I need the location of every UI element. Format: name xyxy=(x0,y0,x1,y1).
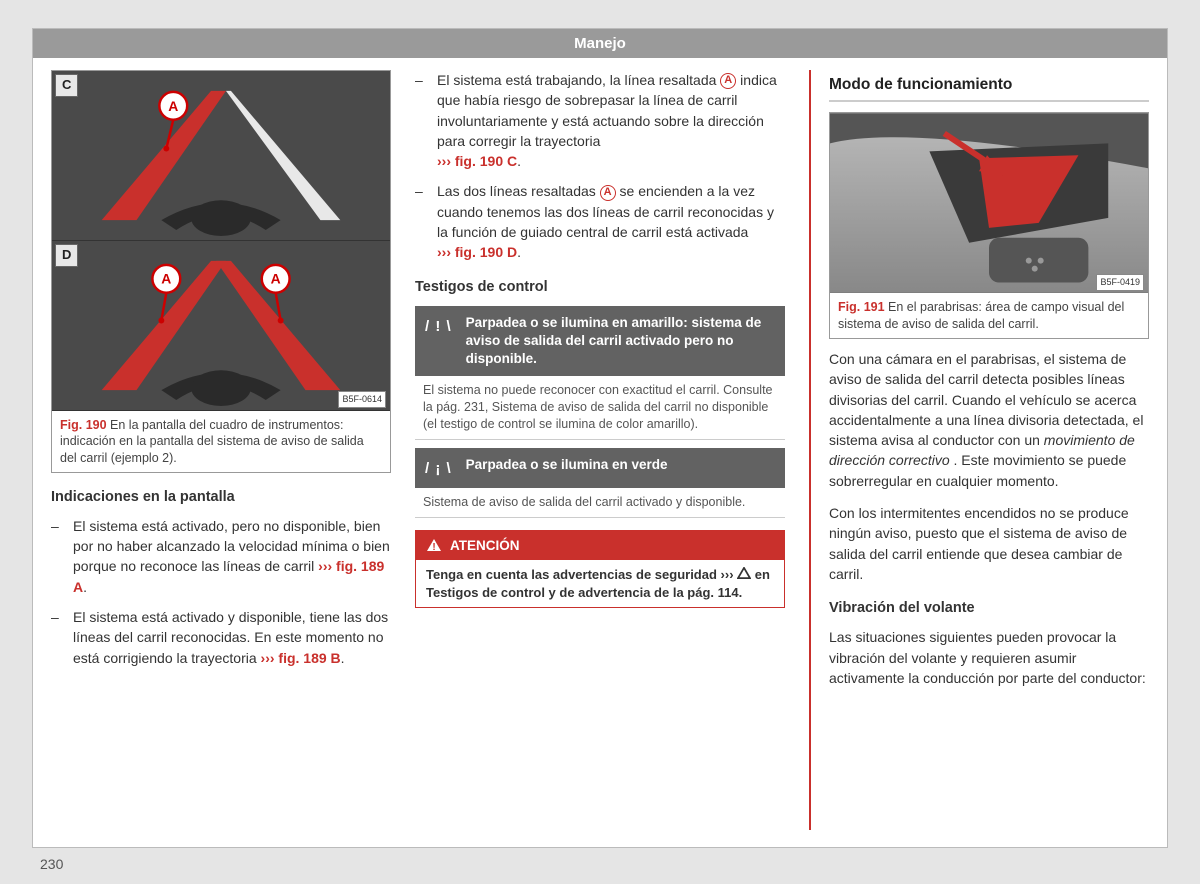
paragraph-1: Con una cámara en el parabrisas, el sist… xyxy=(829,349,1149,491)
fig190-caption: Fig. 190 En la pantalla del cuadro de in… xyxy=(52,411,390,472)
fig190-panel-d: D A A xyxy=(52,241,390,411)
atencion-label: ATENCIÓN xyxy=(450,536,520,556)
atencion-box: ! ATENCIÓN Tenga en cuenta las advertenc… xyxy=(415,530,785,609)
svg-text:!: ! xyxy=(432,542,435,552)
marker-a: A xyxy=(720,73,736,89)
fig191-image: B5F-0419 xyxy=(830,113,1148,293)
content-columns: C A D xyxy=(33,58,1167,848)
yellow-note: El sistema no puede reconocer con exacti… xyxy=(415,376,785,440)
list-item: – El sistema está activado, pero no disp… xyxy=(51,516,391,597)
fig190-label: Fig. 190 xyxy=(60,418,107,432)
column-1: C A D xyxy=(51,70,391,830)
fig191-caption: Fig. 191 En el parabrisas: área de campo… xyxy=(830,293,1148,338)
green-note: Sistema de aviso de salida del carril ac… xyxy=(415,488,785,518)
yellow-box-text: Parpadea o se ilumina en amarillo: siste… xyxy=(466,314,775,369)
indicaciones-heading: Indicaciones en la pantalla xyxy=(51,487,391,508)
paragraph-3: Las situaciones siguientes pueden provoc… xyxy=(829,627,1149,688)
col2-top-list: – El sistema está trabajando, la línea r… xyxy=(415,70,785,263)
fig190-img-id: B5F-0614 xyxy=(338,391,386,408)
manual-page: Manejo C A xyxy=(0,0,1200,884)
figure-191: B5F-0419 Fig. 191 En el parabrisas: área… xyxy=(829,112,1149,339)
page-number: 230 xyxy=(40,856,63,872)
column-2: – El sistema está trabajando, la línea r… xyxy=(415,70,785,830)
header-title: Manejo xyxy=(574,35,626,52)
modo-heading: Modo de funcionamiento xyxy=(829,74,1149,102)
warning-triangle-icon: ! xyxy=(426,538,442,552)
green-info-box: / ¡ \ Parpadea o se ilumina en verde xyxy=(415,448,785,488)
svg-text:A: A xyxy=(271,271,281,287)
page-inner: Manejo C A xyxy=(32,28,1168,848)
list-item: – El sistema está activado y disponible,… xyxy=(51,607,391,668)
fig191-img-id: B5F-0419 xyxy=(1096,274,1144,291)
svg-text:A: A xyxy=(168,98,178,114)
fig191-label: Fig. 191 xyxy=(838,300,885,314)
marker-a: A xyxy=(600,185,616,201)
atencion-body: Tenga en cuenta las advertencias de segu… xyxy=(416,560,784,607)
column-3: Modo de funcionamiento xyxy=(809,70,1149,830)
list-item: – El sistema está trabajando, la línea r… xyxy=(415,70,785,171)
panel-d-label: D xyxy=(55,244,78,267)
panel-c-label: C xyxy=(55,74,78,97)
lane-icon-yellow: / ! \ xyxy=(425,314,452,338)
paragraph-2: Con los intermitentes encendidos no se p… xyxy=(829,503,1149,584)
vibracion-heading: Vibración del volante xyxy=(829,598,1149,619)
list-item: – Las dos líneas resaltadas A se enciend… xyxy=(415,181,785,262)
col1-list: – El sistema está activado, pero no disp… xyxy=(51,516,391,668)
modo-block: Modo de funcionamiento xyxy=(829,74,1149,688)
warning-triangle-icon xyxy=(737,567,751,579)
lane-diagram-c: A xyxy=(52,71,390,240)
testigos-heading: Testigos de control xyxy=(415,277,785,298)
yellow-warning-box: / ! \ Parpadea o se ilumina en amarillo:… xyxy=(415,306,785,377)
fig190-panel-c: C A xyxy=(52,71,390,241)
page-header: Manejo xyxy=(33,29,1167,58)
atencion-header: ! ATENCIÓN xyxy=(416,531,784,561)
lane-icon-green: / ¡ \ xyxy=(425,456,452,480)
lane-diagram-d: A A xyxy=(52,241,390,410)
green-box-text: Parpadea o se ilumina en verde xyxy=(466,456,775,474)
svg-text:A: A xyxy=(161,271,171,287)
figure-190: C A D xyxy=(51,70,391,473)
